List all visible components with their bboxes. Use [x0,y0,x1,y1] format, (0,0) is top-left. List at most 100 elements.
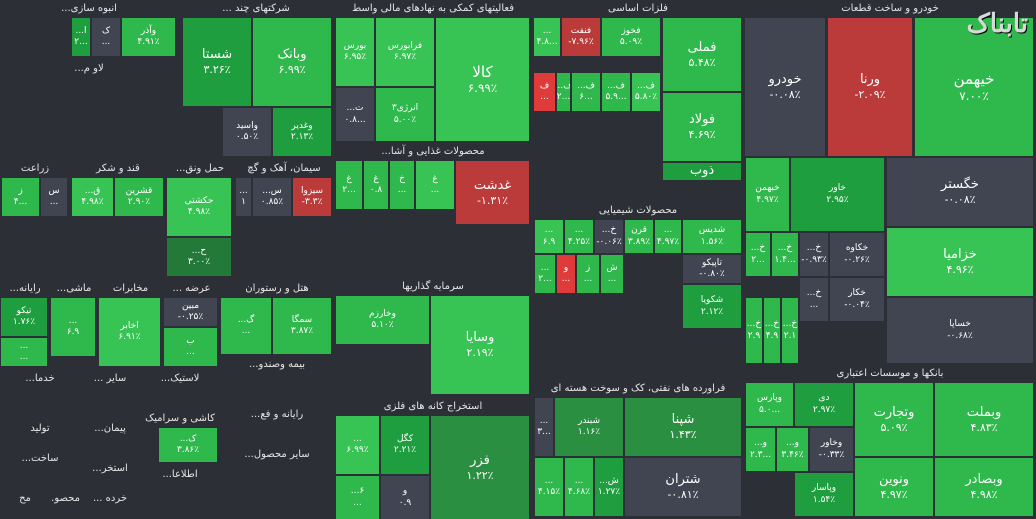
stock-cell[interactable]: ش... ۱.۲۷٪ [594,457,624,517]
stock-cell[interactable]: کگل ۲.۲۱٪ [380,415,430,475]
stock-cell[interactable]: خگستر -۰.۰۸٪ [886,157,1034,227]
sector-block[interactable]: فراورده های نفتی، کک و سوخت هسته ای شپنا ۱… [532,380,744,519]
stock-cell[interactable]: شتران -۰.۸۱٪ [624,457,742,517]
stock-cell[interactable]: ... ۶.۹۹٪ [335,415,380,475]
stock-cell[interactable]: شبندر ۱.۱۶٪ [554,397,624,457]
stock-cell[interactable]: ز... [576,254,600,294]
stock-cell[interactable]: خاور ۲.۹۵٪ [790,157,885,232]
stock-cell[interactable]: خ... ۴.۹ [763,297,781,364]
stock-cell[interactable]: شدیس ۱.۵۶٪ [682,219,742,254]
stock-cell[interactable]: فملی ۵.۴۸٪ [662,17,742,92]
stock-cell[interactable]: ... ۴.۸... [533,17,561,57]
stock-cell[interactable]: ... ۴.۲۵٪ [564,219,594,254]
stock-cell[interactable]: وخاور -۰.۳۳٪ [809,427,854,472]
sector-block[interactable]: انبوه سازی... وآذر ۴.۹۱٪ ک... ا... ۲... [0,0,178,60]
stock-cell[interactable]: غ ۰.۸ [363,160,389,210]
stock-cell[interactable]: فخوز ۵.۰۹٪ [601,17,661,57]
sector-block[interactable]: لاستیک... [140,370,220,410]
stock-cell[interactable]: ت... ۰.۸... [335,87,375,142]
stock-cell[interactable]: ب... [163,327,218,367]
stock-cell[interactable]: خ... ۲... [745,232,771,277]
stock-cell[interactable]: ک... ۳.۸۶٪ [158,427,218,463]
stock-cell[interactable]: فزر ۱.۲۲٪ [430,415,530,519]
stock-cell[interactable]: وسایا ۲.۱۹٪ [430,295,530,395]
stock-cell[interactable]: وپارس ۵.۰... [745,382,794,427]
stock-cell[interactable]: ف... ۶... [571,72,601,112]
stock-cell[interactable]: ف... [533,72,556,112]
sector-block[interactable]: سیمان، آهک و گچ سیزوا -۳.۳٪ س... ۰.۸۵٪... ۱ [234,160,334,295]
sector-block[interactable]: ماشی...... ۶.۹ [50,280,98,370]
sector-block[interactable]: خرده ... [80,490,140,519]
stock-cell[interactable]: تاپیکو -۰.۸۰٪ [682,254,742,284]
stock-cell[interactable]: غدشت -۱.۳۱٪ [455,160,530,225]
stock-cell[interactable]: قرن ۳.۸۹٪ [624,219,654,254]
stock-cell[interactable]: ز ۴... [1,177,40,217]
stock-cell[interactable]: خکاوه -۰.۲۶٪ [829,232,885,277]
stock-cell[interactable]: ونوین ۴.۹۷٪ [854,457,934,517]
stock-cell[interactable]: خساپا -۰.۶۸٪ [886,297,1034,364]
stock-cell[interactable]: ...... [0,337,48,367]
sector-block[interactable]: پیمان... [80,420,140,460]
sector-block[interactable]: استخراج کانه های فلزی فزر ۱.۲۲٪ کگل ۲.۲۱٪...… [334,398,532,519]
stock-cell[interactable]: ح... ۳.۰۰٪ [166,237,232,277]
stock-cell[interactable]: مبین -۰.۲۵٪ [163,297,218,327]
stock-cell[interactable]: فرابورس ۶.۹۷٪ [375,17,435,87]
stock-cell[interactable]: سمگا ۳.۸۷٪ [272,297,332,355]
stock-cell[interactable]: اخابر ۶.۹۱٪ [98,297,161,367]
sector-block[interactable]: سرمایه گذاریها وسایا ۲.۱۹٪ وخارزم ۵.۱۰٪ [334,278,532,398]
sector-block[interactable]: قند و شکر قشرین ۲.۹۰٪ ق... ۴.۹۸٪ [70,160,166,295]
stock-cell[interactable]: واسید ۰.۵۰٪ [222,107,272,157]
stock-cell[interactable]: غ ۲... [335,160,363,210]
stock-cell[interactable]: دی ۲.۹۷٪ [794,382,854,427]
stock-cell[interactable]: س... [40,177,68,217]
stock-cell[interactable]: ... ۲... [534,254,556,294]
stock-cell[interactable]: غ... [415,160,455,210]
stock-cell[interactable]: وبانک ۶.۹۹٪ [252,17,332,107]
sector-block[interactable]: استخر... [80,460,140,490]
stock-cell[interactable]: فنفت -۷.۹۶٪ [561,17,601,57]
sector-block[interactable]: کاشی و سرامیک ک... ۳.۸۶٪ [140,410,220,466]
stock-cell[interactable]: س... ۰.۸۵٪ [252,177,292,217]
stock-cell[interactable]: خ... -۰.۰۶٪ [594,219,624,254]
sector-block[interactable]: زراعت س... ز ۴... [0,160,70,295]
stock-cell[interactable]: ... ۳... [534,397,554,457]
stock-cell[interactable]: ... ۶.۹ [50,297,96,357]
sector-block[interactable]: هتل و رستوران سمگا ۳.۸۷٪ گ...... [220,280,334,356]
stock-cell[interactable]: خبهمن ۴.۹۷٪ [745,157,790,232]
sector-block[interactable]: خودرو و ساخت قطعات خیهمن ۷.۰۰٪ ورنا -۲.۰۹٪ خو… [744,0,1036,365]
sector-block[interactable]: بانکها و موسسات اعتباری وبملت ۴.۸۳٪ وتجارت ۵… [744,365,1036,519]
stock-cell[interactable]: ... ۴.۹۷٪ [654,219,682,254]
stock-cell[interactable]: بورس ۶.۹۵٪ [335,17,375,87]
sector-block[interactable]: لاو م... [0,60,178,160]
stock-cell[interactable]: و... [556,254,576,294]
sector-block[interactable]: ساخت... [0,450,80,490]
stock-cell[interactable]: خ... ۲.۹ [745,297,763,364]
stock-cell[interactable]: وآذر ۴.۹۱٪ [121,17,176,57]
sector-block[interactable]: سایر محصول... [220,446,334,519]
stock-cell[interactable]: ف...۲... [556,72,571,112]
stock-cell[interactable]: ذوب۳.۶۷٪ [662,162,742,180]
stock-cell[interactable]: وخارزم ۵.۱۰٪ [335,295,430,345]
sector-block[interactable]: توليد [0,420,80,450]
stock-cell[interactable]: شپنا ۱.۴۳٪ [624,397,742,457]
stock-cell[interactable]: وتجارت ۵.۰۹٪ [854,382,934,457]
stock-cell[interactable]: فولاد ۴.۶۹٪ [662,92,742,162]
stock-cell[interactable]: خ... ۲.۱ [781,297,799,364]
stock-cell[interactable]: ... ۶.۹ [534,219,564,254]
stock-cell[interactable]: تیکو ۱.۷۶٪ [0,297,48,337]
stock-cell[interactable]: وغدیر ۲.۱۳٪ [272,107,332,157]
stock-cell[interactable]: شکویا ۲.۱۲٪ [682,284,742,329]
stock-cell[interactable]: وبملت ۴.۸۳٪ [934,382,1034,457]
stock-cell[interactable]: انرژی۳ ۵.۰۰٪ [375,87,435,142]
sector-block[interactable]: شرکتهای چند ... وبانک ۶.۹۹٪ شستا ۳.۲۶٪ وغدیر ۲… [178,0,334,160]
sector-block[interactable]: مخابرات اخابر ۶.۹۱٪ [98,280,163,370]
sector-block[interactable]: فعالیتهای کمکی به نهادهای مالی واسط کالا ۶… [334,0,532,143]
stock-cell[interactable]: حکشتی ۴.۹۸٪ [166,177,232,237]
stock-cell[interactable]: قشرین ۲.۹۰٪ [114,177,164,217]
stock-cell[interactable]: و... ۳.۴۶٪ [776,427,809,472]
stock-cell[interactable]: خیهمن ۷.۰۰٪ [914,17,1034,157]
stock-cell[interactable]: ... ۴.۶۸٪ [564,457,594,517]
stock-cell[interactable]: خکار -۰.۰۴٪ [829,277,885,322]
sector-block[interactable]: محصولات شیمیایی شدیس ۱.۵۶٪... ۴.۹۷٪ قرن ۳.۸۹٪… [532,202,744,380]
stock-cell[interactable]: خودرو -۰.۰۸٪ [744,17,826,157]
